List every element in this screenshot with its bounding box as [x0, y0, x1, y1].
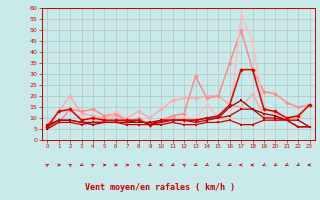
Text: Vent moyen/en rafales ( km/h ): Vent moyen/en rafales ( km/h ) [85, 184, 235, 192]
